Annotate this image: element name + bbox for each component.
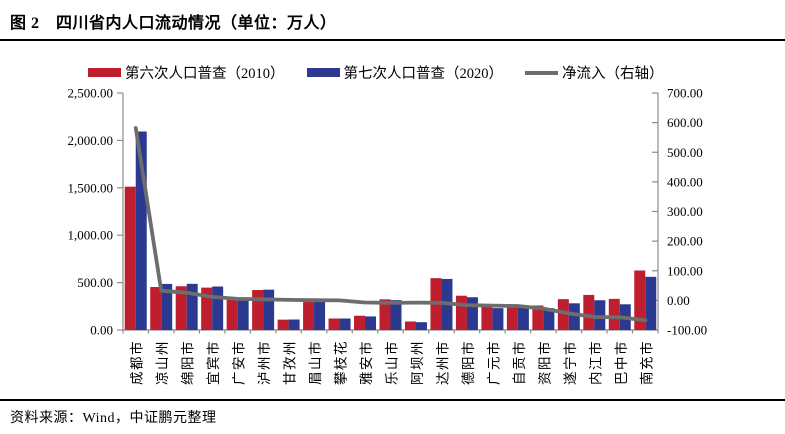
figure-title: 图 2 四川省内人口流动情况（单位：万人） — [10, 15, 337, 32]
x-axis-label-南充市: 南充市 — [638, 340, 654, 385]
x-axis-label-绵阳市: 绵阳市 — [180, 340, 196, 385]
bar-census-2020-广元市 — [492, 308, 504, 330]
legend-item-1: 第六次人口普查（2010） — [88, 62, 285, 83]
bar-census-2010-德阳市 — [455, 295, 467, 330]
bar-census-2010-资阳市 — [532, 305, 544, 330]
x-axis-label-自贡市: 自贡市 — [511, 340, 527, 385]
y-axis-left-label: 1,000.00 — [68, 228, 114, 243]
bar-census-2010-宜宾市 — [201, 287, 213, 330]
bar-census-2010-攀枝花 — [328, 318, 340, 330]
bar-census-2010-成都市 — [124, 186, 136, 330]
x-axis-label-成都市: 成都市 — [129, 340, 145, 385]
x-axis-label-巴中市: 巴中市 — [613, 340, 629, 385]
bar-census-2010-乐山市 — [379, 299, 391, 330]
y-axis-right-label: 600.00 — [667, 115, 703, 130]
net-inflow-line — [133, 126, 648, 323]
y-axis-right-label: 400.00 — [667, 174, 703, 189]
y-axis-right-label: 500.00 — [667, 145, 703, 160]
bar-census-2020-凉山州 — [161, 283, 173, 330]
bar-census-2010-泸州市 — [252, 290, 264, 330]
x-axis-label-雅安市: 雅安市 — [358, 340, 374, 385]
legend-bar-swatch — [306, 68, 340, 77]
x-axis-label-眉山市: 眉山市 — [307, 340, 323, 385]
bar-census-2020-泸州市 — [263, 289, 275, 330]
bar-census-2020-自贡市 — [517, 306, 529, 330]
x-axis-label-攀枝花: 攀枝花 — [334, 340, 349, 385]
bar-census-2010-绵阳市 — [175, 286, 187, 330]
bar-census-2020-遂宁市 — [568, 303, 580, 330]
bar-census-2010-广安市 — [226, 299, 238, 330]
bar-census-2020-眉山市 — [314, 301, 326, 330]
bar-census-2020-绵阳市 — [186, 283, 198, 330]
bar-census-2020-阿坝州 — [415, 322, 427, 330]
y-axis-left-label: 2,500.00 — [68, 86, 114, 101]
bar-census-2010-凉山州 — [150, 287, 162, 330]
source-divider — [0, 399, 785, 401]
y-axis-right-label: 200.00 — [667, 234, 703, 249]
x-axis-label-阿坝州: 阿坝州 — [410, 340, 425, 385]
bar-census-2010-雅安市 — [354, 315, 366, 330]
x-axis-label-乐山市: 乐山市 — [384, 340, 400, 385]
legend-item-2: 第七次人口普查（2020） — [306, 62, 504, 83]
bar-census-2020-德阳市 — [466, 297, 478, 330]
population-flow-chart: 0.00 500.00 1,000.00 1,500.00 2,000.00 2,500.… — [0, 86, 785, 397]
y-axis-right-label: 700.00 — [667, 86, 703, 101]
bar-census-2020-乐山市 — [390, 300, 402, 330]
x-axis-label-甘孜州: 甘孜州 — [283, 340, 298, 385]
x-axis-label-宜宾市: 宜宾市 — [205, 340, 221, 385]
legend-label: 第六次人口普查（2010） — [125, 66, 285, 82]
chart-canvas: 0.00 500.00 1,000.00 1,500.00 2,000.00 2,500.… — [68, 86, 708, 386]
x-axis-label-凉山州: 凉山州 — [155, 340, 170, 385]
x-axis-label-遂宁市: 遂宁市 — [562, 340, 578, 385]
y-axis-right-label: 0.00 — [667, 293, 690, 308]
bar-census-2010-阿坝州 — [404, 321, 416, 330]
bar-census-2020-宜宾市 — [212, 286, 224, 330]
y-axis-right-label: 300.00 — [667, 204, 703, 219]
y-axis-right-label: 100.00 — [667, 263, 703, 278]
bar-census-2020-攀枝花 — [339, 318, 351, 330]
bar-census-2010-甘孜州 — [277, 319, 289, 330]
y-axis-left-label: 1,500.00 — [68, 180, 114, 195]
y-axis-left-label: 0.00 — [90, 323, 113, 338]
bar-census-2010-广元市 — [481, 306, 493, 330]
x-axis-label-广元市: 广元市 — [485, 340, 501, 385]
bar-census-2010-遂宁市 — [557, 299, 569, 330]
legend-label: 净流入（右轴） — [562, 66, 664, 82]
bar-census-2020-内江市 — [594, 300, 606, 330]
bar-census-2020-资阳市 — [543, 308, 555, 330]
title-divider — [0, 39, 785, 41]
y-axis-left-label: 2,000.00 — [68, 133, 114, 148]
x-axis-label-内江市: 内江市 — [587, 340, 603, 385]
bar-census-2020-成都市 — [135, 131, 147, 330]
bar-census-2020-南充市 — [645, 276, 657, 330]
bar-census-2010-巴中市 — [608, 298, 620, 330]
y-axis-left-label: 500.00 — [77, 275, 113, 290]
x-axis-label-广安市: 广安市 — [231, 340, 247, 385]
x-axis-label-资阳市: 资阳市 — [536, 340, 552, 385]
bar-census-2020-雅安市 — [365, 316, 377, 330]
x-axis-label-德阳市: 德阳市 — [460, 340, 476, 385]
bar-census-2010-眉山市 — [303, 302, 315, 330]
legend-bar-swatch — [88, 68, 121, 77]
source-note: 资料来源：Wind，中证鹏元整理 — [10, 411, 217, 426]
legend-item-3: 净流入（右轴） — [525, 62, 664, 83]
bar-census-2010-南充市 — [634, 270, 646, 330]
x-axis-label-泸州市: 泸州市 — [256, 340, 272, 385]
x-axis-label-达州市: 达州市 — [434, 340, 450, 385]
bar-census-2010-自贡市 — [506, 304, 518, 330]
bar-census-2020-广安市 — [237, 299, 249, 330]
chart-legend: 第六次人口普查（2010） 第七次人口普查（2020） 净流入（右轴） — [88, 62, 785, 83]
bar-census-2020-甘孜州 — [288, 319, 300, 330]
y-axis-right-label: -100.00 — [667, 323, 707, 338]
legend-label: 第七次人口普查（2020） — [343, 66, 504, 82]
legend-line-swatch — [525, 70, 558, 75]
bar-census-2010-内江市 — [583, 294, 595, 330]
